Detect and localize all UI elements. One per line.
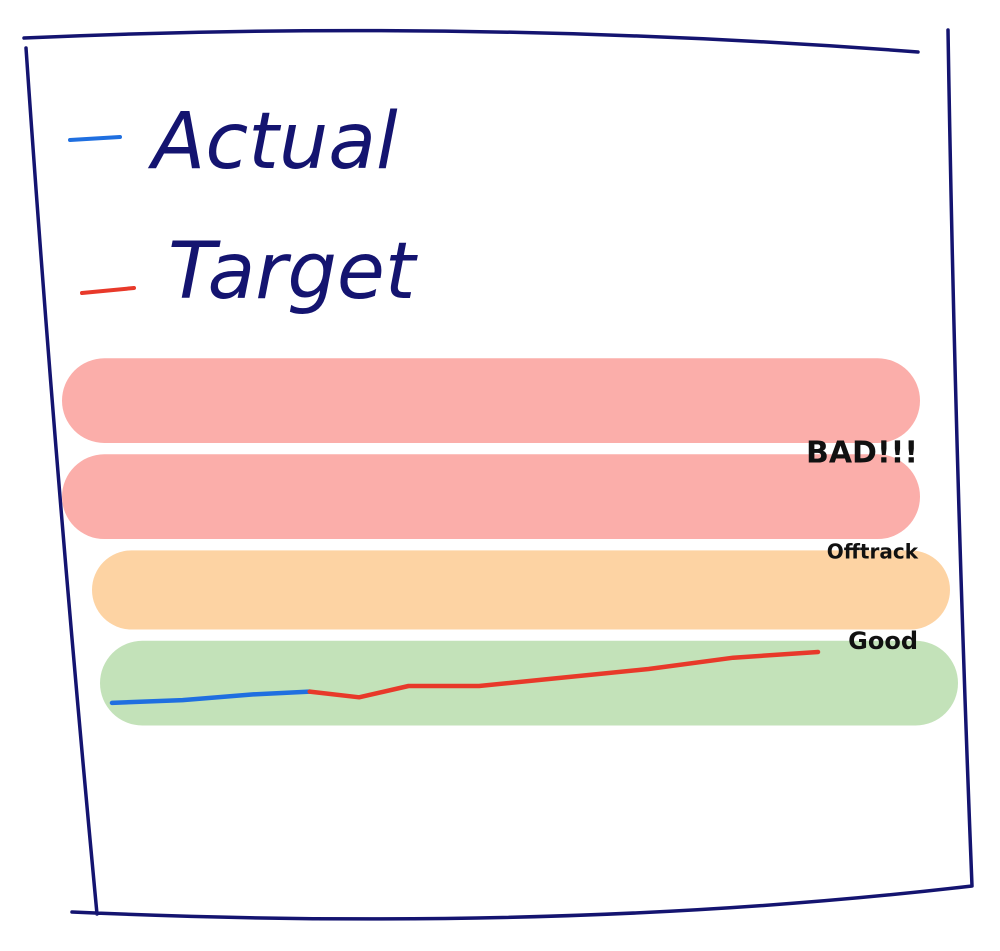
series-layer [109,649,821,706]
chart-frame [22,28,974,921]
series-line-target [307,649,821,700]
legend: Actual Target [68,97,418,317]
band-bad [62,454,920,540]
legend-target-swatch [80,286,136,295]
legend-actual-label: Actual [147,97,398,187]
series-line-actual [109,689,312,706]
band-offtrack [92,550,950,630]
bands-layer [62,358,958,726]
band-label-good: Good [848,627,918,655]
band-label-offtrack: Offtrack [827,539,919,563]
legend-target-label: Target [168,227,418,317]
legend-actual-swatch [68,135,122,142]
band-bad_upper [62,358,920,443]
band-labels-layer: BAD!!! Offtrack Good [806,435,919,654]
band-label-bad: BAD!!! [806,435,918,470]
